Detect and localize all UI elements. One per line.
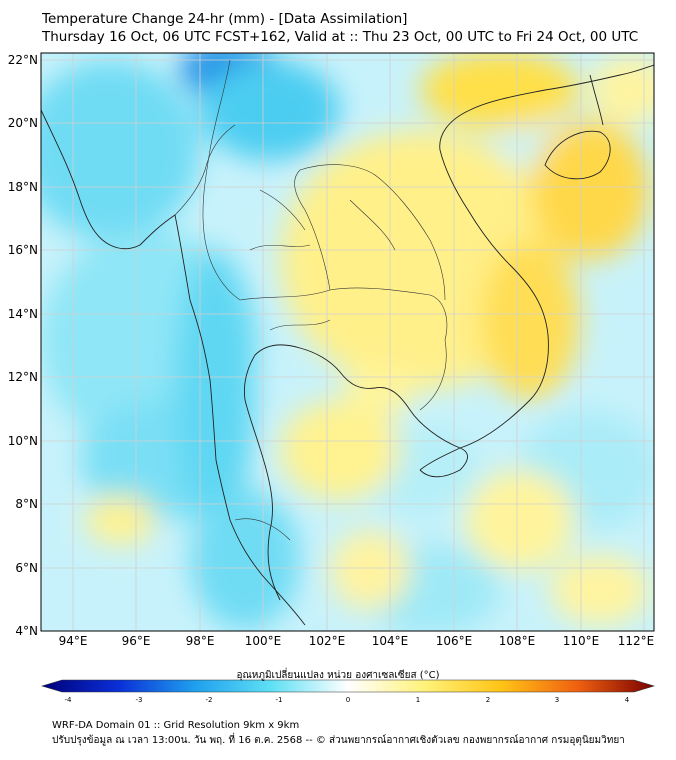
- lat-label: 14°N: [8, 307, 38, 321]
- lon-label: 100°E: [245, 634, 282, 648]
- footer-line-1: WRF-DA Domain 01 :: Grid Resolution 9km …: [52, 720, 300, 731]
- colorbar-tick: 1: [416, 696, 420, 704]
- latitude-labels: 22°N 20°N 18°N 16°N 14°N 12°N 10°N 8°N 6…: [8, 53, 38, 638]
- lat-label: 12°N: [8, 370, 38, 384]
- lat-label: 10°N: [8, 434, 38, 448]
- lon-label: 102°E: [309, 634, 346, 648]
- lat-label: 18°N: [8, 180, 38, 194]
- colorbar-ticks: -4 -3 -2 -1 0 1 2 3 4: [65, 696, 630, 704]
- footer: WRF-DA Domain 01 :: Grid Resolution 9km …: [52, 718, 625, 748]
- colorbar-title: อุณหภูมิเปลี่ยนแปลง หน่วย องศาเซลเซียส (…: [236, 670, 440, 681]
- lon-label: 110°E: [563, 634, 600, 648]
- colorbar-tick: 4: [625, 696, 630, 704]
- lon-label: 112°E: [618, 634, 655, 648]
- lat-label: 6°N: [15, 561, 38, 575]
- lat-label: 22°N: [8, 53, 38, 67]
- temperature-field: [41, 53, 654, 631]
- lat-label: 16°N: [8, 243, 38, 257]
- footer-line-2: ปรับปรุงข้อมูล ณ เวลา 13:00น. วัน พฤ. ที…: [52, 735, 625, 746]
- lat-label: 20°N: [8, 116, 38, 130]
- coastlines: [41, 64, 654, 626]
- lon-label: 98°E: [186, 634, 215, 648]
- colorbar-tick: -1: [276, 696, 283, 704]
- colorbar-tick: -2: [206, 696, 213, 704]
- lon-label: 94°E: [59, 634, 88, 648]
- lat-label: 4°N: [15, 624, 38, 638]
- longitude-labels: 94°E 96°E 98°E 100°E 102°E 104°E 106°E 1…: [59, 634, 655, 648]
- title-line-2: Thursday 16 Oct, 06 UTC FCST+162, Valid …: [42, 29, 639, 45]
- lon-label: 106°E: [436, 634, 473, 648]
- lon-label: 108°E: [499, 634, 536, 648]
- colorbar-tick: 2: [486, 696, 490, 704]
- map-frame: [40, 52, 655, 632]
- colorbar-tick: 3: [555, 696, 559, 704]
- colorbar-tick: -4: [65, 696, 73, 704]
- lat-label: 8°N: [15, 497, 38, 511]
- colorbar: -4 -3 -2 -1 0 1 2 3 4: [40, 679, 656, 704]
- lon-label: 104°E: [372, 634, 409, 648]
- title-line-1: Temperature Change 24-hr (mm) - [Data As…: [42, 11, 408, 27]
- borders: [174, 59, 448, 541]
- colorbar-tick: -3: [136, 696, 143, 704]
- lon-label: 96°E: [122, 634, 151, 648]
- colorbar-bar: [40, 679, 656, 693]
- colorbar-tick: 0: [346, 696, 350, 704]
- chart-title: Temperature Change 24-hr (mm) - [Data As…: [42, 10, 638, 46]
- gridlines: [41, 53, 654, 631]
